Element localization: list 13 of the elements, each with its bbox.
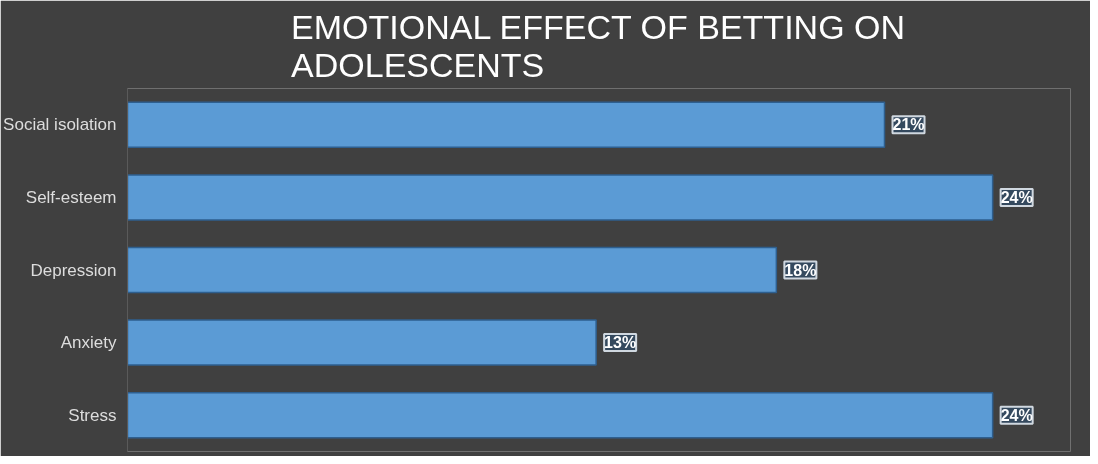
y-tick-label: Stress	[68, 405, 117, 425]
y-tick-label: Social isolation	[3, 115, 117, 135]
data-label: 21%	[892, 116, 925, 134]
bar	[127, 174, 994, 221]
bar	[127, 391, 994, 439]
bar	[127, 319, 597, 366]
y-tick-label: Anxiety	[60, 333, 117, 353]
chart-title: EMOTIONAL EFFECT OF BETTING ON ADOLESCENTS	[291, 7, 906, 84]
bar	[127, 101, 886, 149]
y-tick-label: Self-esteem	[25, 187, 117, 207]
bar	[127, 246, 778, 294]
y-tick-label: Depression	[30, 260, 117, 280]
data-label: 18%	[784, 261, 817, 279]
